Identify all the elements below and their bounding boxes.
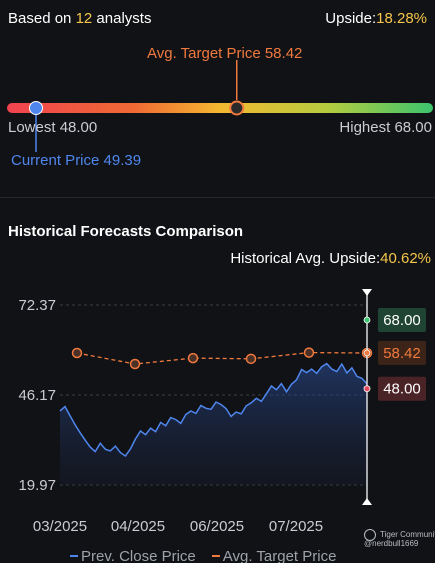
legend-target-swatch [211,555,220,558]
range-label-box [378,340,426,365]
highest-label: Highest 68.00 [339,119,432,136]
watermark: Tiger Community @nerdbull1669 [364,529,435,548]
analyst-count: 12 [75,10,93,27]
upside-summary: Upside:18.28% [325,10,427,27]
x-tick-label: 03/2025 [33,518,87,535]
avg-target-point [245,353,257,365]
range-label-text: 68.00 [383,312,421,329]
range-label-box [378,308,426,333]
summary-row: Based on 12 analysts Upside:18.28% [8,10,427,30]
close-price-line [59,362,368,458]
tiger-logo-icon [364,529,376,541]
range-label-text: 48.00 [383,381,421,398]
analyst-suffix: analysts [92,10,152,27]
avg-target-point [187,352,199,364]
chart-legend: Prev. Close Price Avg. Target Price [70,547,336,563]
current-price-marker [29,101,43,115]
range-point [363,316,371,324]
range-point [363,349,371,357]
range-top-arrow [362,289,372,296]
analyst-summary: Based on 12 analysts [8,10,151,27]
upside-label: Upside: [325,10,377,27]
watermark-brand: Tiger Community [380,530,435,539]
range-label-box [378,376,426,401]
historical-upside-label: Historical Avg. Upside: [230,250,381,267]
range-point [363,385,371,393]
lowest-label: Lowest 48.00 [8,119,98,136]
legend-target-label: Avg. Target Price [222,547,337,563]
close-price-area [60,363,367,485]
historical-upside: Historical Avg. Upside:40.62% [230,250,431,267]
legend-close-swatch [70,555,78,558]
avg-target-point [129,358,141,370]
x-tick-label: 04/2025 [111,518,165,535]
section-divider [0,197,435,198]
watermark-user: @nerdbull1669 [364,539,419,548]
legend-close-label: Prev. Close Price [81,547,196,563]
avg-target-line [76,351,368,365]
historical-upside-value: 40.62% [380,250,431,267]
gauge-bar [7,103,433,113]
x-tick-label: 07/2025 [269,518,323,535]
y-tick-label: 72.37 [18,297,56,314]
price-range-gauge [7,60,433,152]
avg-target-marker [229,100,245,116]
range-bottom-arrow [362,498,372,505]
avg-target-label: Avg. Target Price 58.42 [147,45,303,62]
historical-title: Historical Forecasts Comparison [8,223,244,240]
analyst-prefix: Based on [8,10,76,27]
upside-value: 18.28% [376,10,427,27]
avg-target-point [71,347,83,359]
current-price-label: Current Price 49.39 [11,152,142,169]
y-tick-label: 19.97 [18,477,56,494]
y-tick-label: 46.17 [18,387,56,404]
avg-target-point [303,347,315,358]
range-label-text: 58.42 [383,345,421,362]
x-tick-label: 06/2025 [190,518,244,535]
